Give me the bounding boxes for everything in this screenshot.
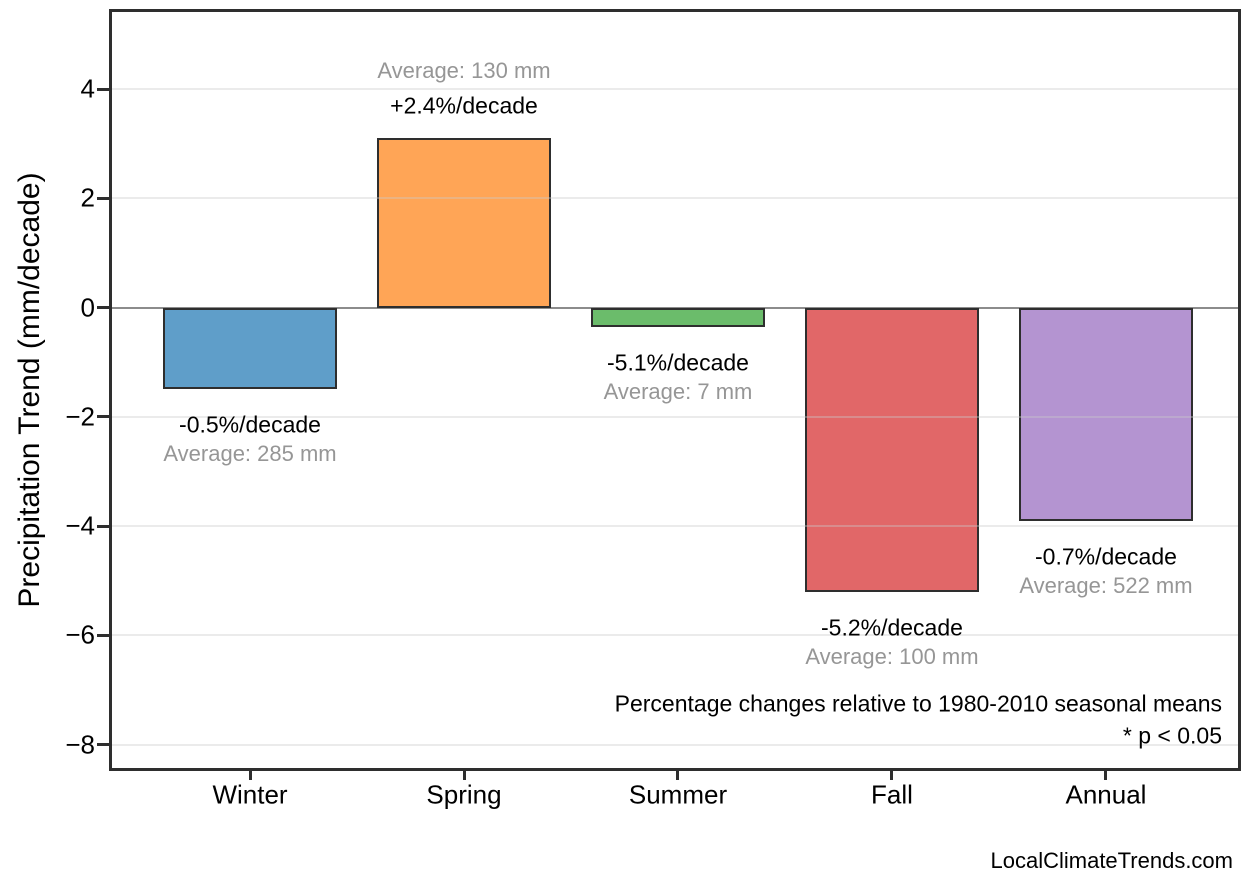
- annotation-note: Percentage changes relative to 1980-2010…: [614, 690, 1222, 717]
- xtick-label-fall: Fall: [871, 779, 913, 810]
- avg-label-fall: Average: 100 mm: [805, 643, 979, 669]
- ytick-label-2: 2: [80, 182, 95, 213]
- pct-label-spring: +2.4%/decade: [390, 92, 538, 119]
- xtick-mark-spring: [462, 771, 466, 780]
- avg-label-spring: Average: 130 mm: [377, 58, 551, 84]
- ytick-label-4: 4: [80, 73, 95, 104]
- gridline-y2: [112, 197, 1238, 200]
- ytick-mark--4: [97, 524, 109, 528]
- xtick-mark-fall: [890, 771, 894, 780]
- gridline-y-8: [112, 743, 1238, 746]
- watermark-text: LocalClimateTrends.com: [990, 848, 1234, 873]
- ytick-mark--8: [97, 743, 109, 746]
- gridline-y4: [112, 88, 1238, 91]
- ytick-mark--6: [97, 633, 109, 637]
- bar-annual: [1018, 307, 1194, 521]
- plot-area: -0.5%/decade Average: 285 mm +2.4%/decade A…: [109, 9, 1241, 771]
- xtick-label-summer: Summer: [628, 779, 728, 810]
- gridline-y-4: [112, 525, 1238, 527]
- xtick-mark-annual: [1104, 771, 1108, 780]
- annotation-significance: * p < 0.05: [1122, 722, 1222, 749]
- pct-label-fall: -5.2%/decade: [821, 614, 963, 641]
- pct-label-annual: -0.7%/decade: [1035, 543, 1177, 570]
- ytick-label--4: −4: [65, 510, 95, 541]
- ytick-label-0: 0: [80, 292, 95, 323]
- pct-label-summer: -5.1%/decade: [607, 349, 749, 376]
- ytick-mark--2: [97, 415, 109, 419]
- ytick-label--8: −8: [65, 729, 95, 759]
- xtick-mark-winter: [248, 771, 252, 780]
- bar-summer: [590, 307, 766, 328]
- bar-winter: [162, 307, 338, 390]
- pct-label-winter: -0.5%/decade: [179, 411, 321, 438]
- ytick-mark-0: [97, 306, 109, 310]
- xtick-label-winter: Winter: [212, 779, 288, 810]
- ytick-mark-4: [97, 87, 109, 91]
- y-axis-label: Precipitation Trend (mm/decade): [13, 172, 46, 608]
- bar-fall: [804, 307, 980, 592]
- gridline-y-6: [112, 634, 1238, 637]
- ytick-mark-2: [97, 196, 109, 200]
- avg-label-summer: Average: 7 mm: [603, 379, 753, 405]
- ytick-label--6: −6: [65, 619, 95, 650]
- xtick-mark-summer: [676, 771, 680, 780]
- ytick-label--2: −2: [65, 401, 95, 432]
- xtick-label-annual: Annual: [1065, 779, 1147, 810]
- avg-label-winter: Average: 285 mm: [163, 441, 337, 467]
- xtick-label-spring: Spring: [426, 779, 502, 810]
- avg-label-annual: Average: 522 mm: [1019, 572, 1193, 598]
- bar-spring: [376, 138, 552, 308]
